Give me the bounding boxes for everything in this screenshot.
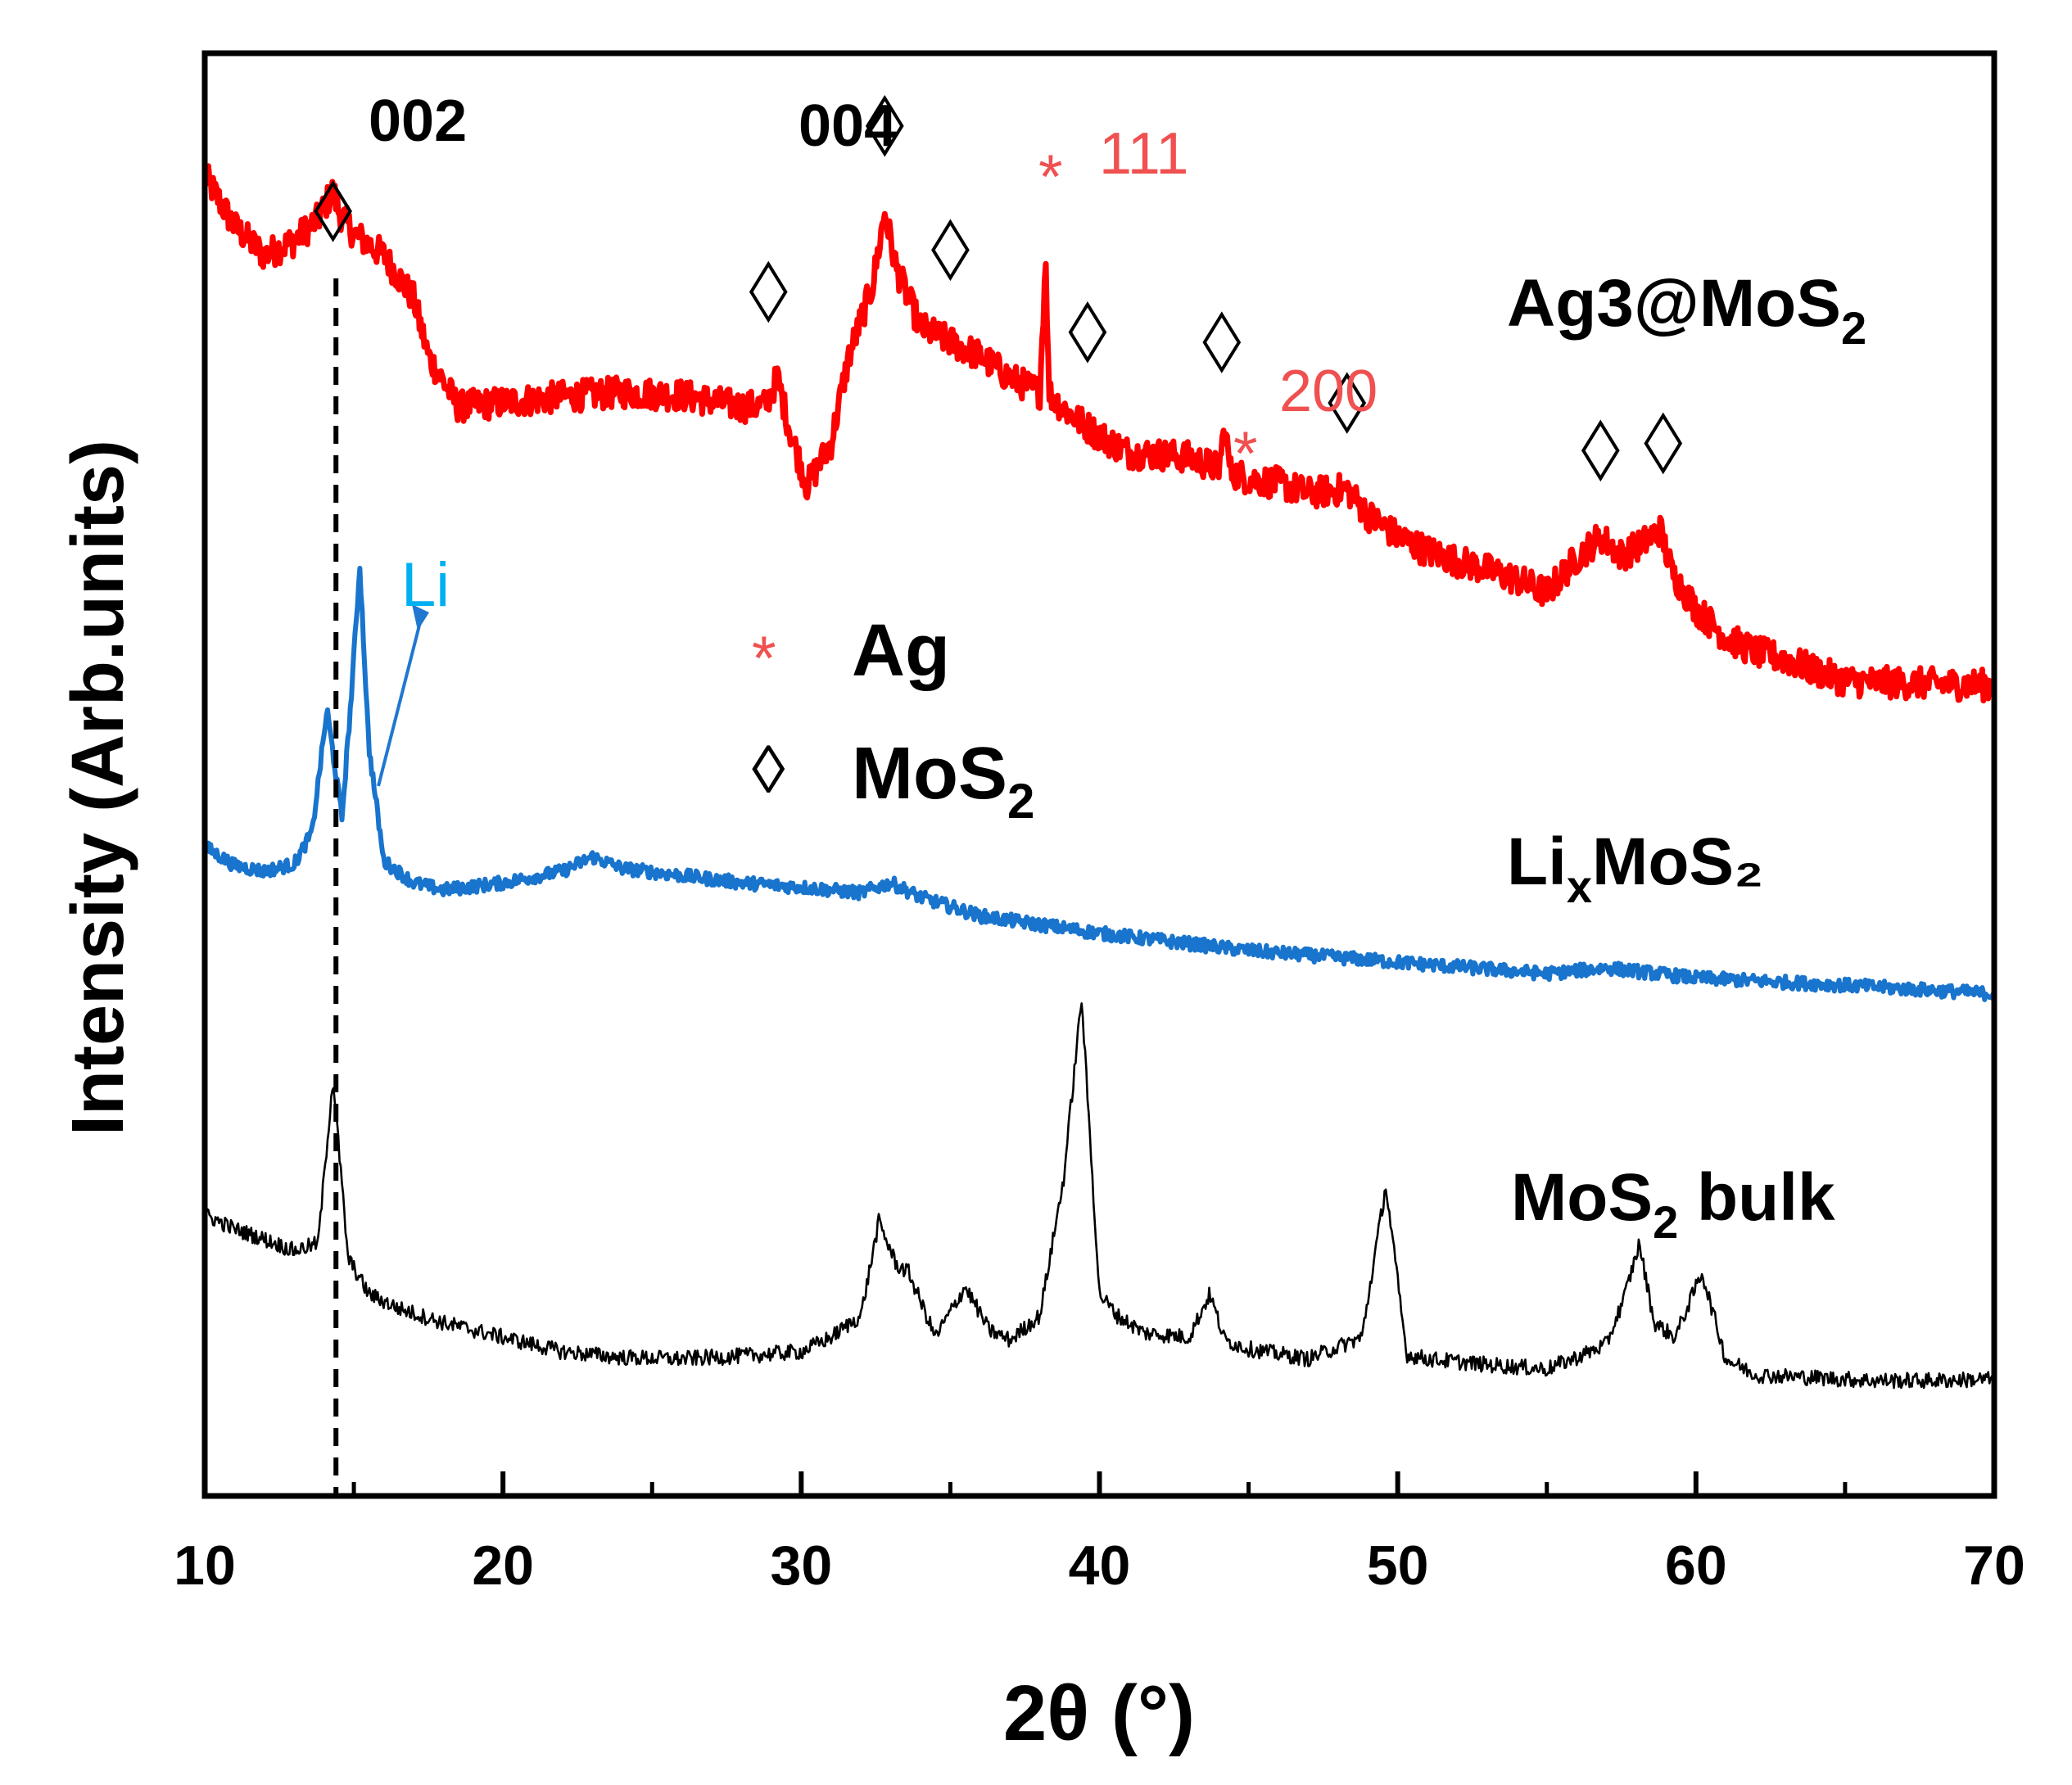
x-tick-label: 10 (174, 1534, 236, 1597)
series-label-li-sub: x (1567, 861, 1592, 912)
series-label-ag3-text: Ag3@MoS (1507, 266, 1841, 341)
ag-111-star: * (1038, 142, 1063, 212)
x-axis-ticks: 10 20 30 40 50 60 70 (174, 1471, 2025, 1597)
legend: * Ag ◊ MoS2 (752, 610, 1034, 829)
legend-mos2-text: MoS (852, 733, 1007, 815)
legend-ag-symbol: * (752, 624, 776, 694)
ag-200-star: * (1233, 419, 1258, 489)
legend-ag-label: Ag (852, 610, 950, 692)
series-line-ag3-mos2 (201, 163, 1997, 704)
mos2-diamond-marker (1644, 412, 1683, 475)
li-arrow-head (412, 604, 429, 630)
y-axis-title: Intensity (Arb.units) (57, 440, 139, 1136)
series-layer (201, 163, 1997, 1390)
mos2-diamond-marker (1581, 419, 1620, 482)
x-tick-label: 60 (1665, 1534, 1727, 1597)
series-label-bulk-text: MoS (1511, 1160, 1653, 1235)
x-tick-label: 50 (1367, 1534, 1429, 1597)
x-tick-label: 20 (472, 1534, 534, 1597)
ag-200-label: 200 (1279, 359, 1378, 424)
legend-mos2-label: MoS2 (852, 733, 1034, 829)
series-label-bulk-sub: 2 (1653, 1196, 1678, 1248)
x-axis-title: 2θ (°) (1003, 1670, 1195, 1757)
x-tick-label: 40 (1069, 1534, 1131, 1597)
mos2-diamond-marker (931, 219, 970, 282)
li-arrow-line (377, 615, 423, 787)
series-label-bulk-tail: bulk (1678, 1160, 1835, 1235)
miller-index-002: 002 (369, 88, 467, 154)
x-tick-label: 30 (771, 1534, 833, 1597)
miller-index-004: 004 (798, 93, 897, 159)
ag-111-label: 111 (1099, 121, 1188, 187)
x-tick-label: 70 (1963, 1534, 2025, 1597)
mos2-diamond-marker (865, 95, 904, 157)
li-label: Li (401, 550, 450, 620)
mos2-marker-layer (314, 95, 1683, 482)
series-label-lixmos2: LixMoS₂ (1507, 825, 1764, 912)
mos2-diamond-marker (749, 260, 788, 323)
series-label-li-text: Li (1507, 825, 1567, 899)
series-label-ag3-sub: 2 (1841, 302, 1866, 354)
series-label-ag3-mos2: Ag3@MoS2 (1507, 266, 1866, 354)
series-label-li-tail: MoS₂ (1592, 825, 1764, 899)
mos2-diamond-marker (314, 180, 352, 242)
legend-mos2-symbol: ◊ (752, 733, 785, 807)
legend-mos2-sub: 2 (1007, 774, 1034, 829)
mos2-diamond-marker (1068, 301, 1107, 364)
series-line-mos2-bulk (203, 1002, 1996, 1390)
series-line-lixmos2 (202, 566, 1997, 1002)
series-label-mos2-bulk: MoS2 bulk (1511, 1160, 1835, 1248)
mos2-diamond-marker (1328, 372, 1367, 434)
mos2-diamond-marker (1202, 311, 1242, 373)
